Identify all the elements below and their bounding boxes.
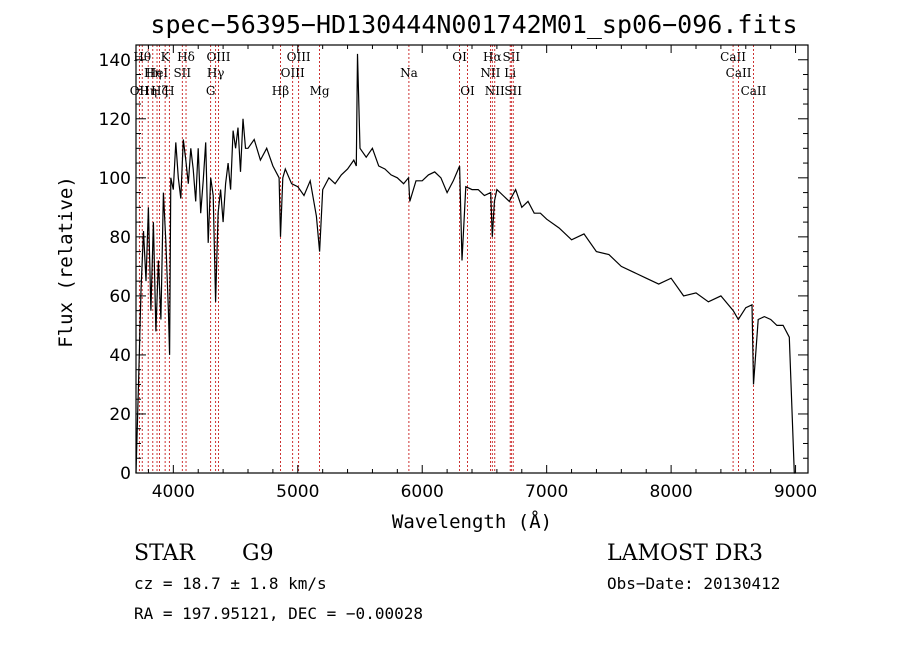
line-label-28: CaII <box>741 84 767 98</box>
line-label-22: NII <box>485 84 505 98</box>
spectral-line-markers: OIIHθHηHηHeIHζKHSIIHδGHγOIIIHβOIIIOIIIMg… <box>130 45 767 473</box>
line-label-26: CaII <box>720 50 746 64</box>
line-label-8: SII <box>173 66 191 80</box>
line-label-23: Li <box>504 66 516 80</box>
chart-title: spec−56395−HD130444N001742M01_sp06−096.f… <box>150 10 797 39</box>
y-axis-ticks: 0 20 40 60 80 100 120 140 <box>99 51 808 484</box>
y-tick-label-7: 140 <box>99 51 131 71</box>
y-tick-label-1: 20 <box>109 405 131 425</box>
x-tick-label-4: 8000 <box>649 482 692 502</box>
line-label-21: Hα <box>483 50 502 64</box>
line-label-1: Hθ <box>133 50 151 64</box>
line-label-9: Hδ <box>177 50 195 64</box>
y-tick-label-0: 0 <box>120 464 131 484</box>
line-label-16: Mg <box>310 84 330 98</box>
line-label-25: SII <box>504 84 522 98</box>
x-tick-label-2: 6000 <box>401 482 444 502</box>
y-tick-label-2: 40 <box>109 346 131 366</box>
x-tick-label-5: 9000 <box>774 482 817 502</box>
line-label-18: OI <box>452 50 467 64</box>
line-label-15: OIII <box>287 50 311 64</box>
x-axis-label: Wavelength (Å) <box>392 510 552 533</box>
y-tick-label-4: 80 <box>109 228 131 248</box>
survey-name: LAMOST DR3 <box>607 541 763 566</box>
x-tick-label-0: 4000 <box>152 482 195 502</box>
line-label-5: Hζ <box>151 84 168 98</box>
line-label-14: OIII <box>281 66 305 80</box>
line-label-0: OII <box>130 84 150 98</box>
line-label-13: Hβ <box>272 84 289 98</box>
observation-date: Obs−Date: 20130412 <box>607 574 780 593</box>
x-tick-label-3: 7000 <box>525 482 568 502</box>
sky-coordinates: RA = 197.95121, DEC = −0.00028 <box>134 604 423 623</box>
line-label-27: CaII <box>726 66 752 80</box>
y-axis-label: Flux (relative) <box>55 176 77 348</box>
line-label-24: SII <box>502 50 520 64</box>
y-tick-label-5: 100 <box>99 169 131 189</box>
line-label-20: NII <box>480 66 500 80</box>
plot-frame <box>135 44 809 474</box>
x-axis-ticks: 4000 5000 6000 7000 8000 9000 <box>147 45 817 502</box>
line-label-7: H <box>164 84 174 98</box>
line-label-11: Hγ <box>207 66 225 80</box>
x-tick-label-1: 5000 <box>276 482 319 502</box>
object-class: STAR <box>134 541 196 566</box>
redshift-cz: cz = 18.7 ± 1.8 km/s <box>134 574 327 593</box>
line-label-19: OI <box>460 84 475 98</box>
line-label-17: Na <box>400 66 418 80</box>
spectrum-line <box>135 53 796 474</box>
y-tick-label-3: 60 <box>109 287 131 307</box>
object-subclass: G9 <box>242 541 274 566</box>
y-tick-label-6: 120 <box>99 110 131 130</box>
line-label-6: K <box>161 50 171 64</box>
line-label-4: HeI <box>146 66 169 80</box>
line-label-12: OIII <box>206 50 230 64</box>
line-label-10: G <box>206 84 216 98</box>
